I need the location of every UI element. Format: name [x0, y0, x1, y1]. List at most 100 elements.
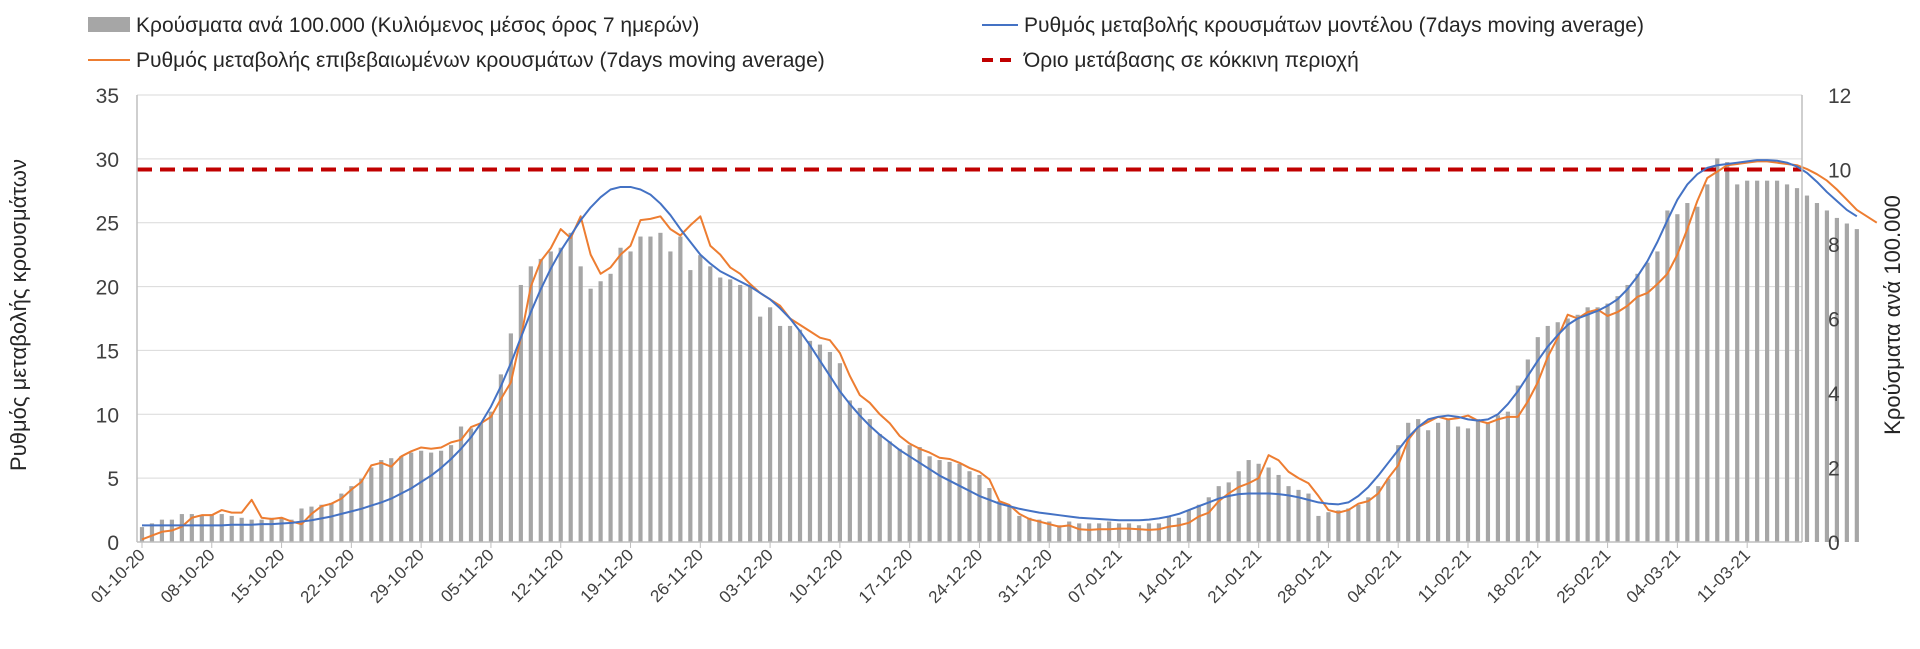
bar — [1635, 273, 1640, 542]
bar — [807, 340, 813, 542]
bar — [1057, 525, 1062, 542]
x-tick-label: 11-02-21 — [1414, 545, 1475, 606]
y-left-tick-label: 20 — [96, 277, 119, 300]
y-right-tick-label: 8 — [1828, 234, 1840, 257]
bar — [1765, 180, 1770, 542]
bar — [1824, 210, 1830, 542]
bar — [1844, 223, 1849, 542]
bar — [1366, 497, 1371, 542]
bar — [1555, 322, 1560, 542]
x-tick-label: 11-03-21 — [1693, 545, 1754, 606]
bar — [269, 517, 274, 542]
model-cases-line — [141, 159, 1858, 527]
legend-label-confirmed-line: Ρυθμός μεταβολής επιβεβαιωμένων κρουσμάτ… — [136, 49, 825, 72]
y-right-tick-label: 2 — [1828, 458, 1840, 481]
bar — [1854, 229, 1859, 542]
bar — [1346, 508, 1351, 542]
bar — [698, 255, 703, 543]
bar — [478, 422, 484, 542]
y-axis-right-title: Κρούσματα ανά 100.000 — [1880, 195, 1905, 435]
bar — [319, 504, 324, 542]
bar — [777, 325, 783, 542]
bar — [967, 471, 972, 542]
y-left-tick-label: 30 — [96, 149, 119, 172]
bar — [1575, 314, 1580, 542]
bar — [1206, 497, 1211, 542]
bar — [917, 447, 922, 542]
bar — [927, 456, 932, 542]
bar — [458, 426, 464, 542]
bar — [558, 247, 563, 543]
bar — [608, 273, 613, 542]
bar — [817, 344, 823, 542]
bar — [1326, 512, 1331, 542]
gridlines — [137, 94, 1802, 479]
bar — [1126, 523, 1132, 543]
bar — [1655, 251, 1660, 542]
bar — [1416, 419, 1421, 542]
bar — [1685, 203, 1690, 542]
bar — [1774, 180, 1780, 542]
legend-label-bars: Κρούσματα ανά 100.000 (Κυλιόμενος μέσος … — [136, 14, 699, 37]
bar — [1605, 303, 1610, 542]
bar — [329, 502, 334, 542]
bar — [1116, 523, 1122, 543]
bar — [1067, 521, 1072, 542]
bar — [1186, 510, 1191, 542]
x-tick-label: 28-01-21 — [1274, 545, 1336, 607]
legend-swatch-bars — [88, 17, 130, 32]
bar — [299, 508, 304, 542]
bar — [748, 284, 753, 542]
bar — [1595, 307, 1600, 542]
x-tick-label: 14-01-21 — [1134, 545, 1196, 607]
bar — [1695, 206, 1700, 542]
bar — [149, 523, 155, 543]
bar — [1455, 426, 1461, 542]
bar — [1715, 158, 1720, 542]
bar — [1306, 493, 1311, 542]
bar — [1017, 515, 1022, 542]
bar — [429, 452, 434, 542]
x-tick-label: 31-12-20 — [995, 545, 1057, 607]
x-tick-label: 04-02-21 — [1343, 545, 1405, 607]
legend-label-model-line: Ρυθμός μεταβολής κρουσμάτων μοντέλου (7d… — [1024, 14, 1644, 37]
bar — [648, 236, 653, 543]
bar — [1047, 521, 1052, 542]
bar — [997, 501, 1002, 542]
bar — [1735, 184, 1740, 542]
bar — [1645, 262, 1650, 543]
bar — [887, 441, 892, 542]
x-tick-label: 15-10-20 — [227, 545, 289, 607]
bar — [399, 456, 404, 542]
bar — [1146, 523, 1152, 543]
bar — [847, 400, 852, 542]
bar — [1745, 180, 1750, 542]
bar — [518, 284, 523, 542]
bar — [877, 433, 882, 542]
bar — [279, 517, 284, 542]
confirmed-cases-line — [141, 160, 1878, 541]
bar — [1386, 478, 1391, 542]
bar — [1356, 504, 1361, 542]
y-left-tick-label: 25 — [96, 213, 119, 236]
bar — [1475, 419, 1481, 542]
bar — [209, 514, 214, 542]
y-right-tick-label: 4 — [1828, 383, 1840, 406]
bar — [957, 463, 962, 542]
bar — [1027, 517, 1032, 542]
bar — [1216, 486, 1221, 543]
bar — [1037, 519, 1042, 542]
bar — [1545, 325, 1550, 542]
bar — [1276, 474, 1281, 542]
bar — [1156, 523, 1162, 543]
bar — [139, 527, 145, 542]
bar — [1166, 515, 1171, 542]
bar — [708, 266, 713, 542]
bar — [578, 266, 583, 542]
bar — [1246, 460, 1251, 542]
x-tick-label: 21-01-21 — [1204, 545, 1266, 607]
bar — [448, 445, 454, 542]
bar — [179, 514, 184, 542]
y-axis-left-title: Ρυθμός μεταβολής κρουσμάτων — [6, 159, 31, 471]
bar — [1814, 203, 1820, 542]
